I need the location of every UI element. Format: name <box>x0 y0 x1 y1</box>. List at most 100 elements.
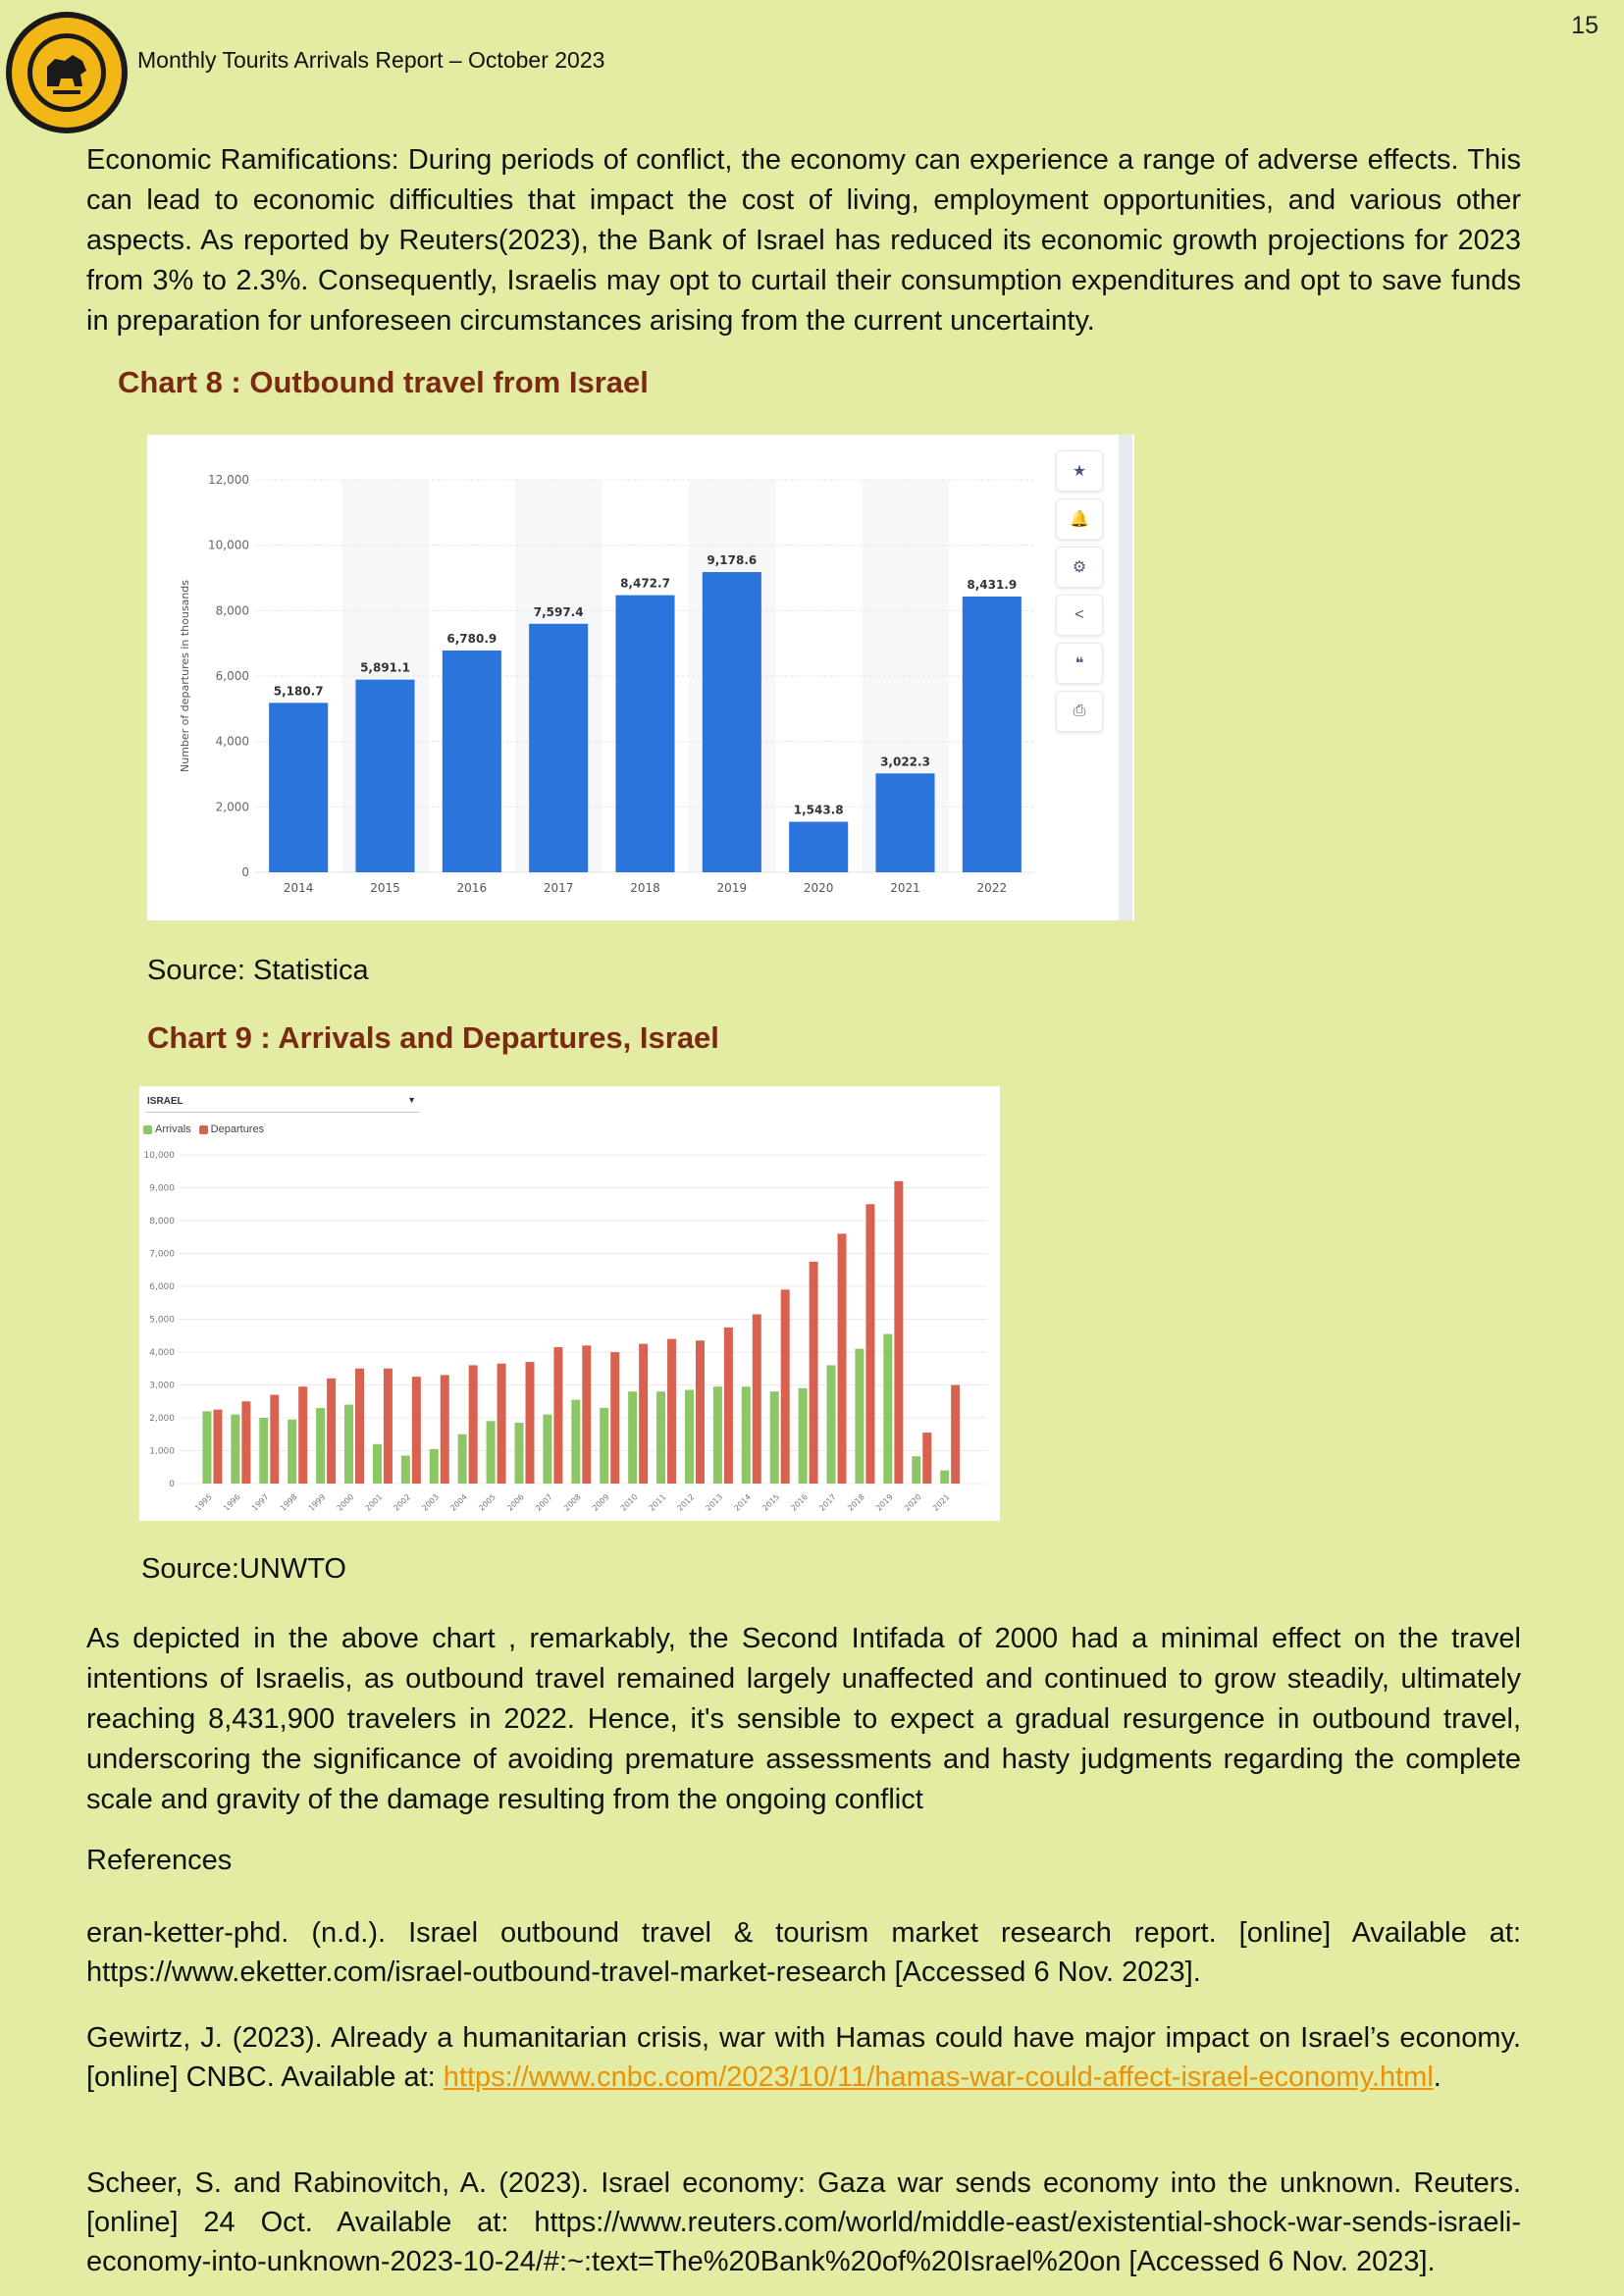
data-label: 9,178.6 <box>707 553 757 567</box>
arrivals-bar <box>912 1456 921 1484</box>
bar <box>962 596 1022 872</box>
x-tick-label: 2018 <box>630 881 660 895</box>
legend-swatch <box>143 1124 152 1134</box>
x-tick-label: 2014 <box>732 1492 753 1513</box>
chart9-arrivals-departures: ISRAEL ▼ Arrivals Departures 0 1,000 2,000 3… <box>139 1086 1000 1521</box>
departures-bar <box>468 1365 478 1484</box>
chart8-source: Source: Statistica <box>147 955 369 986</box>
data-label: 5,891.1 <box>360 661 410 675</box>
y-tick-label: 9,000 <box>149 1184 175 1194</box>
arrivals-bar <box>798 1387 808 1484</box>
x-tick-label: 2005 <box>477 1492 498 1513</box>
x-tick-label: 2019 <box>874 1492 895 1513</box>
country-select[interactable]: ISRAEL ▼ <box>145 1092 420 1113</box>
departures-bar <box>951 1384 961 1484</box>
bar <box>875 773 935 872</box>
y-tick-label: 6,000 <box>216 669 249 683</box>
departures-bar <box>241 1401 251 1484</box>
data-label: 8,431.9 <box>967 578 1017 592</box>
arrivals-bar <box>712 1386 722 1484</box>
arrivals-bar <box>940 1470 950 1484</box>
print-icon[interactable]: ⎙ <box>1056 691 1103 732</box>
x-tick-label: 2015 <box>760 1492 781 1513</box>
y-tick-label: 8,000 <box>149 1217 175 1226</box>
arrivals-bar <box>769 1391 779 1484</box>
arrivals-bar <box>628 1391 638 1484</box>
arrivals-bar <box>202 1411 212 1484</box>
legend-item-arrivals[interactable]: Arrivals <box>143 1123 191 1135</box>
y-tick-label: 12,000 <box>208 473 249 487</box>
reference-item-2-text: Gewirtz, J. (2023). Already a humanitari… <box>86 2022 1521 2093</box>
legend-swatch <box>198 1124 208 1134</box>
arrivals-bar <box>656 1391 666 1484</box>
x-tick-label: 2009 <box>591 1492 611 1513</box>
chart8-caption: Chart 8 : Outbound travel from Israel <box>118 365 649 399</box>
chart9-source: Source:UNWTO <box>141 1553 346 1585</box>
cnbc-link[interactable]: https://www.cnbc.com/2023/10/11/hamas-wa… <box>443 2061 1434 2093</box>
x-tick-label: 2008 <box>562 1492 583 1513</box>
gear-icon[interactable]: ⚙ <box>1056 547 1103 588</box>
departures-bar <box>695 1340 705 1484</box>
reference-item-3: Scheer, S. and Rabinovitch, A. (2023). I… <box>86 2167 1521 2277</box>
arrivals-bar <box>543 1414 552 1484</box>
arrivals-bar <box>316 1407 326 1484</box>
reference-item-1: eran-ketter-phd. (n.d.). Israel outbound… <box>86 1917 1521 1988</box>
departures-bar <box>752 1314 761 1484</box>
y-tick-label: 4,000 <box>149 1348 175 1358</box>
legend-label: Departures <box>210 1123 265 1135</box>
chart8-scrollbar[interactable] <box>1119 435 1132 920</box>
x-tick-label: 2017 <box>817 1492 838 1513</box>
departures-bar <box>383 1368 393 1484</box>
y-tick-label: 4,000 <box>216 735 249 749</box>
x-tick-label: 2015 <box>370 881 400 895</box>
bar <box>269 703 329 872</box>
data-label: 1,543.8 <box>794 804 844 817</box>
x-tick-label: 2003 <box>420 1492 441 1513</box>
arrivals-bar <box>372 1443 382 1484</box>
departures-bar <box>780 1289 790 1484</box>
bar <box>789 821 849 872</box>
share-icon[interactable]: < <box>1056 595 1103 636</box>
data-label: 5,180.7 <box>274 684 324 698</box>
reference-item-2: Gewirtz, J. (2023). Already a humanitari… <box>86 2018 1521 2097</box>
star-icon[interactable]: ★ <box>1056 450 1103 492</box>
departures-bar <box>894 1180 904 1484</box>
country-select-value: ISRAEL <box>147 1096 183 1107</box>
bar <box>355 679 415 872</box>
y-tick-label: 0 <box>169 1480 175 1489</box>
x-tick-label: 2000 <box>336 1492 356 1513</box>
reference-item-2-suffix: . <box>1433 2061 1441 2093</box>
chart8-outbound-travel: 0 2,000 4,000 6,000 8,000 10,000 12,000 Number … <box>147 435 1134 920</box>
report-title: Monthly Tourits Arrivals Report – Octobe… <box>137 47 605 73</box>
x-tick-label: 1999 <box>307 1492 328 1513</box>
chart9-caption: Chart 9 : Arrivals and Departures, Israe… <box>147 1020 719 1055</box>
y-tick-label: 5,000 <box>149 1316 175 1326</box>
references-heading: References <box>86 1845 233 1876</box>
y-tick-label: 10,000 <box>208 539 249 552</box>
x-tick-label: 2019 <box>717 881 748 895</box>
departures-bar <box>298 1386 308 1484</box>
intro-paragraph: Economic Ramifications: During periods o… <box>86 144 1521 337</box>
bell-icon[interactable]: 🔔 <box>1056 498 1103 540</box>
departures-bar <box>582 1345 592 1484</box>
x-tick-label: 2013 <box>705 1492 725 1513</box>
bar <box>529 623 589 872</box>
data-label: 8,472.7 <box>620 577 670 591</box>
departures-bar <box>809 1261 818 1484</box>
departures-bar <box>553 1346 563 1484</box>
x-tick-label: 2001 <box>364 1492 385 1513</box>
arrivals-bar <box>826 1365 836 1484</box>
x-tick-label: 2007 <box>534 1492 554 1513</box>
legend-item-departures[interactable]: Departures <box>198 1123 265 1135</box>
x-tick-label: 2020 <box>903 1492 923 1513</box>
x-tick-label: 2014 <box>284 881 314 895</box>
y-tick-label: 2,000 <box>216 800 249 813</box>
x-tick-label: 2021 <box>890 881 920 895</box>
quote-icon[interactable]: ❝ <box>1056 643 1103 684</box>
legend-label: Arrivals <box>155 1123 191 1135</box>
departures-bar <box>639 1343 649 1484</box>
arrivals-bar <box>429 1448 439 1484</box>
arrivals-bar <box>883 1333 893 1484</box>
x-tick-label: 2010 <box>619 1492 640 1513</box>
x-tick-label: 2022 <box>977 881 1008 895</box>
